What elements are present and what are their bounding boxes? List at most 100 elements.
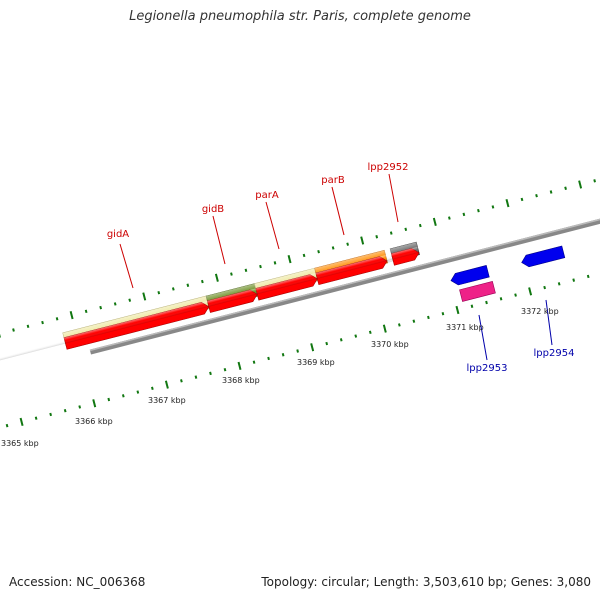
major-tick bbox=[69, 310, 74, 320]
gene-track-shine bbox=[0, 246, 420, 378]
minor-tick bbox=[564, 186, 567, 190]
minor-tick bbox=[209, 371, 212, 376]
minor-tick bbox=[418, 223, 422, 228]
minor-tick bbox=[302, 253, 306, 258]
reverse-gene-track bbox=[450, 245, 566, 302]
minor-tick bbox=[84, 309, 88, 314]
minor-tick bbox=[549, 190, 553, 194]
minor-tick bbox=[34, 416, 38, 420]
genome-backbone-highlight bbox=[89, 190, 600, 352]
minor-tick bbox=[448, 216, 451, 220]
gene-label-parB[interactable]: parB bbox=[321, 175, 345, 186]
minor-tick bbox=[491, 205, 495, 209]
minor-tick bbox=[404, 227, 408, 231]
minor-tick bbox=[5, 423, 9, 428]
kbp-scale-labels: 3365 kbp 3366 kbp 3367 kbp 3368 kbp 3369… bbox=[1, 307, 559, 448]
minor-tick bbox=[485, 300, 488, 305]
major-tick bbox=[92, 399, 97, 408]
kbp-label: 3370 kbp bbox=[371, 340, 409, 349]
minor-tick bbox=[477, 208, 480, 213]
minor-tick bbox=[520, 197, 524, 202]
minor-tick bbox=[331, 246, 335, 250]
major-tick bbox=[382, 324, 387, 333]
minor-tick bbox=[389, 231, 393, 235]
major-tick bbox=[578, 180, 583, 189]
leader-line-lpp2953 bbox=[478, 314, 488, 361]
leader-line-parA bbox=[265, 201, 280, 250]
minor-tick bbox=[398, 323, 401, 327]
minor-tick bbox=[180, 379, 183, 383]
minor-tick bbox=[535, 194, 538, 198]
major-tick bbox=[360, 236, 365, 245]
kbp-label: 3369 kbp bbox=[297, 358, 335, 367]
kbp-label: 3371 kbp bbox=[446, 323, 484, 332]
leader-line-lpp2954 bbox=[545, 299, 553, 346]
minor-tick bbox=[572, 278, 576, 282]
minor-tick bbox=[223, 367, 227, 372]
minor-tick bbox=[128, 298, 132, 302]
minor-tick bbox=[136, 390, 140, 394]
minor-tick bbox=[267, 356, 270, 361]
accession-text: Accession: NC_006368 bbox=[9, 575, 146, 589]
major-tick bbox=[310, 343, 315, 352]
minor-tick bbox=[593, 179, 596, 183]
label-leader-lines bbox=[119, 173, 553, 361]
minor-tick bbox=[49, 412, 52, 417]
minor-tick bbox=[346, 242, 349, 246]
minor-tick bbox=[499, 297, 503, 301]
major-tick bbox=[164, 380, 169, 389]
minor-tick bbox=[107, 397, 111, 402]
gene-label-parA[interactable]: parA bbox=[255, 190, 279, 201]
major-tick bbox=[0, 329, 1, 338]
major-tick bbox=[287, 255, 292, 264]
gene-arrow-lpp2954 bbox=[521, 245, 566, 268]
gene-label-gidA[interactable]: gidA bbox=[107, 229, 129, 240]
kbp-label: 3368 kbp bbox=[222, 376, 260, 385]
minor-tick bbox=[78, 405, 82, 409]
major-tick bbox=[19, 417, 24, 427]
minor-tick bbox=[259, 264, 262, 269]
minor-tick bbox=[252, 360, 256, 364]
upper-tick-ruler bbox=[0, 179, 596, 338]
minor-tick bbox=[339, 338, 343, 342]
kbp-label: 3366 kbp bbox=[75, 417, 113, 426]
major-tick bbox=[214, 273, 219, 282]
major-tick bbox=[237, 361, 242, 371]
minor-tick bbox=[462, 212, 466, 217]
minor-tick bbox=[273, 261, 277, 265]
minor-tick bbox=[412, 319, 416, 323]
minor-tick bbox=[113, 302, 117, 306]
minor-tick bbox=[375, 235, 379, 239]
leader-line-gidB bbox=[212, 215, 226, 265]
minor-tick bbox=[354, 334, 358, 338]
minor-tick bbox=[171, 287, 175, 291]
minor-tick bbox=[26, 324, 30, 328]
minor-tick bbox=[325, 341, 329, 346]
leader-line-parB bbox=[331, 186, 345, 236]
major-tick bbox=[455, 305, 460, 315]
minor-tick bbox=[55, 317, 59, 321]
minor-tick bbox=[41, 320, 44, 325]
minor-tick bbox=[427, 315, 430, 320]
kbp-label: 3372 kbp bbox=[521, 307, 559, 316]
gene-label-gidB[interactable]: gidB bbox=[202, 204, 224, 215]
major-tick bbox=[528, 287, 533, 296]
major-tick bbox=[505, 199, 510, 208]
minor-tick bbox=[151, 386, 154, 391]
minor-tick bbox=[157, 291, 161, 295]
minor-tick bbox=[244, 268, 248, 273]
minor-tick bbox=[368, 330, 372, 335]
minor-tick bbox=[557, 282, 561, 286]
minor-tick bbox=[470, 304, 474, 308]
gene-label-lpp2954[interactable]: lpp2954 bbox=[534, 348, 575, 359]
gene-label-lpp2953[interactable]: lpp2953 bbox=[467, 363, 508, 374]
minor-tick bbox=[317, 249, 320, 254]
genome-title: Legionella pneumophila str. Paris, compl… bbox=[129, 9, 471, 24]
gene-label-lpp2952[interactable]: lpp2952 bbox=[368, 162, 409, 173]
minor-tick bbox=[296, 349, 299, 353]
minor-tick bbox=[63, 408, 67, 413]
minor-tick bbox=[514, 293, 517, 297]
forward-gene-track bbox=[0, 246, 420, 378]
leader-line-lpp2952 bbox=[388, 173, 399, 223]
